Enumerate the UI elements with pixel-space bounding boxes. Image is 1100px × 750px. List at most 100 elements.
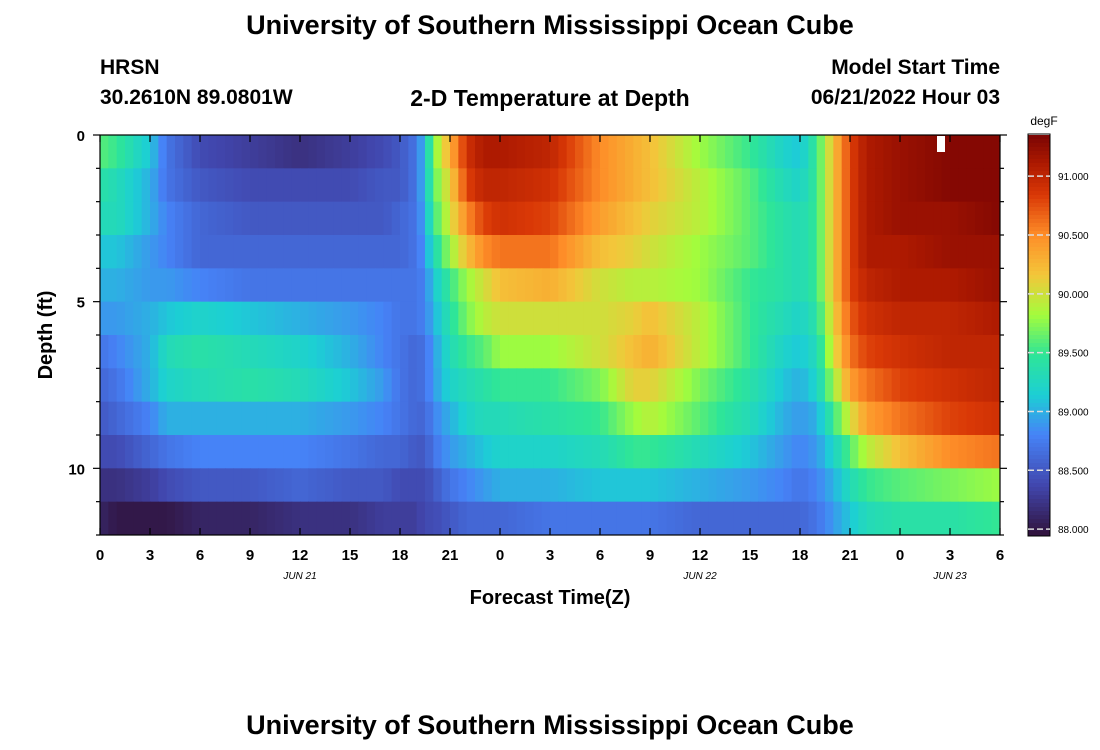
heatmap-cell (466, 201, 476, 236)
heatmap-cell (308, 268, 318, 303)
heatmap-cell (691, 468, 701, 503)
heatmap-cell (150, 501, 159, 535)
heatmap-cell (400, 168, 409, 203)
heatmap-cell (508, 335, 518, 369)
heatmap-cell (658, 335, 668, 369)
heatmap-cell (783, 235, 793, 269)
heatmap-cell (366, 268, 376, 303)
heatmap-cell (216, 368, 226, 403)
heatmap-cell (991, 368, 1000, 403)
heatmap-cell (333, 235, 343, 269)
heatmap-cell (908, 501, 918, 535)
heatmap-cell (375, 335, 384, 369)
heatmap-cell (883, 301, 893, 336)
heatmap-cell (841, 501, 851, 535)
colorbar-segment (1028, 383, 1050, 388)
heatmap-cell (500, 501, 509, 535)
heatmap-cell (250, 335, 259, 369)
heatmap-cell (166, 168, 176, 203)
heatmap-cell (591, 468, 601, 503)
heatmap-cell (850, 201, 859, 236)
heatmap-cell (200, 401, 209, 436)
heatmap-cell (733, 301, 743, 336)
y-tick-label: 0 (77, 128, 85, 145)
heatmap-cell (541, 435, 551, 469)
heatmap-cell (991, 301, 1000, 336)
heatmap-cell (791, 301, 801, 336)
heatmap-cell (366, 401, 376, 436)
heatmap-cell (875, 501, 884, 535)
colorbar-segment (1028, 395, 1050, 400)
heatmap-cell (633, 235, 643, 269)
heatmap-cell (375, 368, 384, 403)
heatmap-cell (608, 235, 618, 269)
heatmap-cell (641, 235, 651, 269)
heatmap-cell (483, 168, 493, 203)
heatmap-cell (941, 268, 951, 303)
heatmap-cell (325, 401, 334, 436)
heatmap-cell (491, 235, 501, 269)
heatmap-cell (150, 368, 159, 403)
heatmap-cell (275, 435, 284, 469)
heatmap-cell (700, 501, 709, 535)
heatmap-cell (666, 201, 676, 236)
heatmap-cell (466, 435, 476, 469)
heatmap-cell (641, 335, 651, 369)
heatmap-cell (758, 301, 768, 336)
heatmap-cell (666, 168, 676, 203)
heatmap-cell (816, 435, 826, 469)
heatmap-cell (758, 435, 768, 469)
heatmap-cell (625, 235, 634, 269)
heatmap-cell (916, 301, 926, 336)
heatmap-cell (200, 435, 209, 469)
heatmap-cell (583, 135, 593, 169)
heatmap-cell (600, 335, 609, 369)
heatmap-cell (241, 468, 251, 503)
heatmap-cell (183, 335, 193, 369)
heatmap-cell (341, 268, 351, 303)
heatmap-cell (166, 501, 176, 535)
x-tick-label: 9 (246, 547, 254, 564)
colorbar-segment (1028, 479, 1050, 484)
heatmap-cell (658, 268, 668, 303)
heatmap-cell (541, 335, 551, 369)
heatmap-cell (583, 435, 593, 469)
heatmap-cell (158, 201, 168, 236)
heatmap-cell (458, 335, 468, 369)
heatmap-cell (408, 468, 418, 503)
heatmap-cell (525, 468, 534, 503)
heatmap-cell (383, 235, 393, 269)
heatmap-cell (425, 401, 434, 436)
heatmap-cell (391, 268, 401, 303)
heatmap-cell (375, 135, 384, 169)
heatmap-cell (650, 201, 659, 236)
heatmap-cell (466, 401, 476, 436)
heatmap-cell (916, 268, 926, 303)
colorbar-segment (1028, 163, 1050, 168)
heatmap-cell (908, 468, 918, 503)
heatmap-cell (533, 235, 543, 269)
heatmap-cell (183, 168, 193, 203)
heatmap-cell (733, 368, 743, 403)
heatmap-cell (308, 401, 318, 436)
heatmap-cell (533, 268, 543, 303)
heatmap-cell (158, 135, 168, 169)
heatmap-cell (233, 201, 243, 236)
heatmap-cell (141, 235, 151, 269)
heatmap-cell (116, 468, 126, 503)
heatmap-cell (733, 168, 743, 203)
heatmap-cell (816, 468, 826, 503)
heatmap-cell (283, 268, 293, 303)
heatmap-cell (175, 401, 184, 436)
heatmap-cell (150, 201, 159, 236)
heatmap-cell (783, 468, 793, 503)
heatmap-cell (566, 135, 576, 169)
heatmap-cell (133, 335, 143, 369)
heatmap-cell (866, 435, 876, 469)
heatmap-cell (258, 201, 268, 236)
heatmap-cell (741, 368, 751, 403)
heatmap-cell (741, 435, 751, 469)
x-axis: 0 3 6 9 12 15 18 21 0 3 6 9 12 15 18 21 0 3 6 (96, 135, 1004, 564)
heatmap-cell (175, 501, 184, 535)
heatmap-cell (691, 268, 701, 303)
